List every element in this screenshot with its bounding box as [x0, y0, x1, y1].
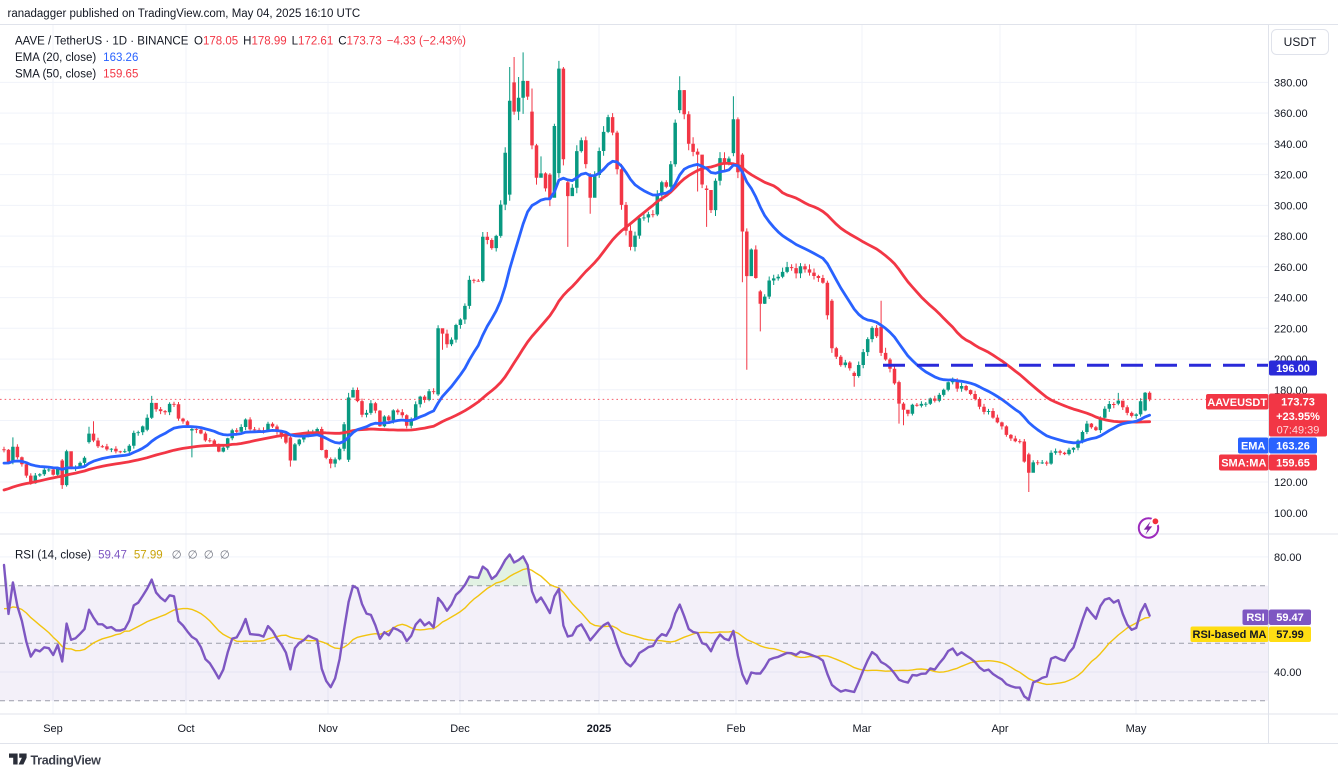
svg-text:163.26: 163.26	[1276, 441, 1310, 453]
svg-text:320.00: 320.00	[1274, 170, 1308, 182]
svg-text:Nov: Nov	[318, 723, 338, 735]
svg-text:07:49:39: 07:49:39	[1277, 425, 1320, 437]
svg-text:300.00: 300.00	[1274, 200, 1308, 212]
svg-text:Feb: Feb	[727, 723, 746, 735]
svg-text:40.00: 40.00	[1274, 667, 1302, 679]
svg-text:260.00: 260.00	[1274, 262, 1308, 274]
svg-text:380.00: 380.00	[1274, 77, 1308, 89]
svg-text:120.00: 120.00	[1274, 477, 1308, 489]
svg-text:196.00: 196.00	[1276, 363, 1310, 375]
svg-text:Oct: Oct	[177, 723, 194, 735]
svg-text:Mar: Mar	[853, 723, 872, 735]
svg-text:May: May	[1126, 723, 1147, 735]
svg-text:EMA: EMA	[1241, 441, 1266, 453]
svg-text:159.65: 159.65	[1276, 458, 1310, 470]
svg-text:RSI-based MA: RSI-based MA	[1193, 629, 1267, 641]
svg-text:RSI: RSI	[1246, 612, 1264, 624]
svg-text:SMA:MA: SMA:MA	[1221, 458, 1266, 470]
svg-text:USDT: USDT	[1284, 35, 1317, 49]
svg-text:SMA (50, close)159.65: SMA (50, close) 159.65	[15, 69, 138, 81]
svg-text:Sep: Sep	[43, 723, 63, 735]
svg-text:240.00: 240.00	[1274, 293, 1308, 305]
svg-text:340.00: 340.00	[1274, 139, 1308, 151]
svg-text:220.00: 220.00	[1274, 323, 1308, 335]
svg-text:100.00: 100.00	[1274, 508, 1308, 520]
svg-text:80.00: 80.00	[1274, 552, 1302, 564]
svg-text:59.47: 59.47	[1276, 612, 1304, 624]
svg-text:+23.95%: +23.95%	[1276, 411, 1320, 423]
svg-text:ranadagger published on Tradin: ranadagger published on TradingView.com,…	[8, 8, 361, 20]
svg-text:Apr: Apr	[991, 723, 1008, 735]
svg-text:AAVE / TetherUS · 1D · BINANCE: AAVE / TetherUS · 1D · BINANCE	[15, 36, 189, 48]
svg-text:57.99: 57.99	[1276, 629, 1304, 641]
svg-text:AAVEUSDT: AAVEUSDT	[1207, 397, 1267, 409]
svg-text:EMA (20, close)163.26: EMA (20, close) 163.26	[15, 52, 138, 64]
svg-text:2025: 2025	[587, 723, 611, 735]
svg-text:360.00: 360.00	[1274, 108, 1308, 120]
svg-text:280.00: 280.00	[1274, 231, 1308, 243]
svg-text:173.73: 173.73	[1281, 397, 1315, 409]
svg-text:TradingView: TradingView	[31, 754, 102, 768]
svg-text:Dec: Dec	[450, 723, 470, 735]
